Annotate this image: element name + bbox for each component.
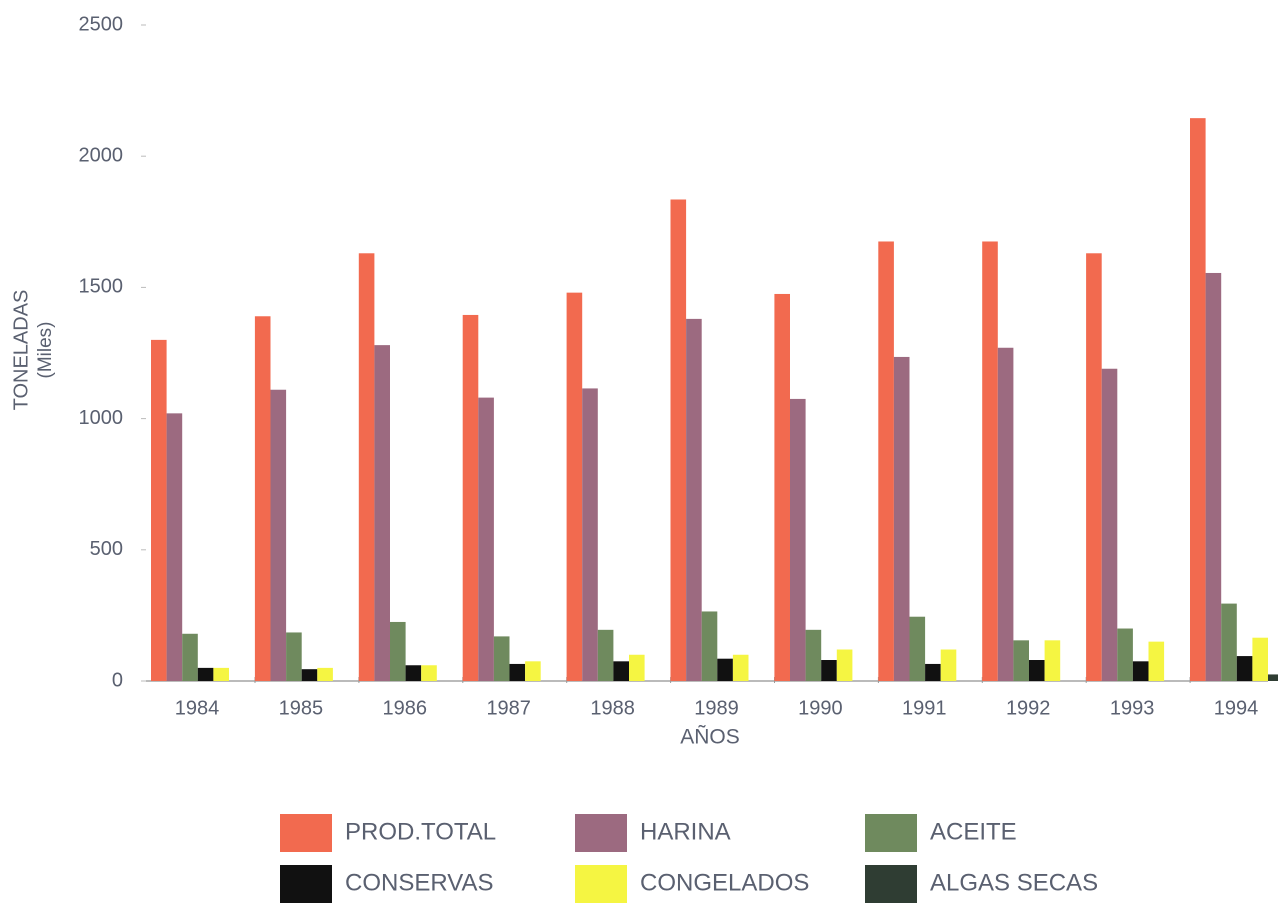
y-tick-label: 500 [90, 538, 123, 560]
bar [1236, 656, 1253, 681]
bar [940, 649, 957, 681]
bar [909, 616, 926, 681]
bar [670, 199, 687, 681]
bar [509, 663, 526, 681]
bar [774, 293, 790, 681]
bar [478, 397, 494, 681]
bar [1148, 641, 1165, 681]
bar [151, 339, 167, 681]
x-tick-label: 1986 [383, 697, 428, 719]
bar [405, 665, 422, 681]
legend-swatch [865, 814, 917, 852]
x-tick-label: 1994 [1214, 697, 1259, 719]
bar [701, 611, 718, 681]
x-tick-label: 1989 [694, 697, 739, 719]
x-tick-label: 1992 [1006, 697, 1051, 719]
bar [597, 629, 614, 681]
bar [166, 413, 183, 681]
bar [997, 347, 1014, 681]
bar [1086, 253, 1102, 681]
bar [254, 316, 271, 681]
bar [925, 663, 941, 681]
bar [821, 660, 837, 681]
legend-swatch [280, 814, 332, 852]
bar [1252, 637, 1268, 681]
bar [1268, 674, 1278, 681]
legend-label: CONGELADOS [640, 869, 809, 896]
bar [1221, 603, 1237, 681]
bar [1205, 272, 1222, 681]
x-tick-label: 1991 [902, 697, 947, 719]
bar [878, 241, 894, 682]
bar [582, 388, 598, 681]
x-axis-label: AÑOS [680, 725, 740, 749]
bar [317, 667, 333, 681]
bar [893, 356, 910, 681]
bar [374, 345, 390, 681]
legend-swatch [865, 865, 917, 903]
bar [805, 629, 822, 681]
bar [182, 633, 198, 681]
bar [566, 292, 583, 681]
x-tick-label: 1990 [798, 697, 843, 719]
bar [286, 632, 302, 681]
bar [301, 669, 318, 681]
y-tick-label: 1000 [79, 407, 124, 429]
bar [629, 654, 645, 681]
x-tick-label: 1993 [1110, 697, 1155, 719]
bar [732, 654, 749, 681]
bar [717, 658, 733, 681]
legend-label: ALGAS SECAS [930, 869, 1098, 896]
y-tick-label: 2500 [79, 13, 124, 35]
bar [390, 621, 406, 681]
bar [270, 389, 287, 681]
legend-label: PROD.TOTAL [345, 818, 496, 845]
bar [1101, 368, 1118, 681]
bar [1013, 640, 1029, 681]
x-tick-label: 1987 [486, 697, 531, 719]
bar [1044, 640, 1061, 681]
bar [213, 667, 229, 681]
bar [686, 318, 702, 681]
bar [197, 667, 214, 681]
bar [1117, 628, 1133, 681]
legend-swatch [575, 865, 627, 903]
legend-label: HARINA [640, 818, 731, 845]
legend-label: ACEITE [930, 818, 1017, 845]
legend-swatch [280, 865, 332, 903]
y-tick-label: 0 [112, 669, 123, 691]
bar [836, 649, 853, 681]
y-tick-label: 2000 [79, 144, 124, 166]
x-tick-label: 1988 [590, 697, 635, 719]
y-axis-sublabel: (Miles) [35, 322, 56, 379]
legend-swatch [575, 814, 627, 852]
bar [982, 241, 998, 682]
x-tick-label: 1984 [175, 697, 220, 719]
y-axis-label: TONELADAS [10, 290, 32, 411]
x-tick-label: 1985 [279, 697, 324, 719]
bar [462, 314, 479, 681]
bar [1029, 660, 1045, 681]
bar [358, 253, 375, 681]
bar [613, 661, 629, 681]
bar [421, 665, 437, 681]
bar [790, 398, 806, 681]
y-tick-label: 1500 [79, 276, 124, 298]
bar [525, 661, 541, 681]
bar [1132, 661, 1149, 681]
bar [1190, 118, 1206, 682]
legend-label: CONSERVAS [345, 869, 494, 896]
bar [493, 636, 510, 681]
